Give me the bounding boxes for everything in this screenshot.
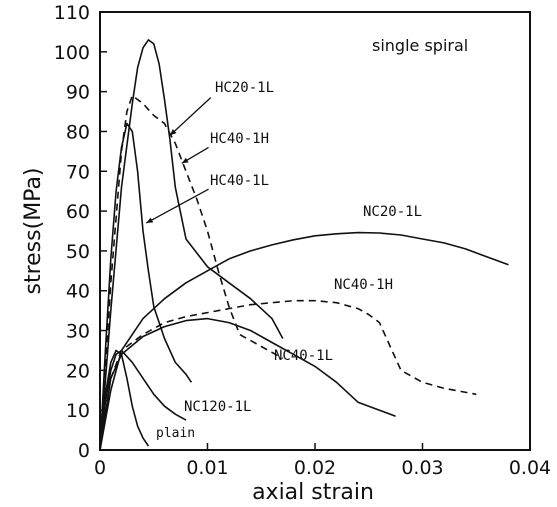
x-tick-label: 0 — [94, 457, 106, 479]
hc20-1l-arrowhead — [169, 129, 177, 136]
series-line-nc40-1l — [99, 317, 396, 451]
label-plain: plain — [156, 426, 195, 441]
ticks-group: 0 0.01 0.02 0.03 0.04 0 10 20 30 40 50 60 70 80 90 100 1… — [54, 2, 551, 479]
label-nc40-1h: NC40-1H — [334, 277, 393, 293]
y-tick-label: 40 — [66, 281, 90, 303]
x-tick-label: 0.03 — [401, 457, 443, 479]
y-tick-label: 110 — [54, 2, 90, 24]
label-nc40-1l: NC40-1L — [274, 348, 333, 364]
label-hc40-1l: HC40-1L — [210, 173, 269, 189]
series-line-hc40-1h — [99, 94, 284, 451]
y-tick-label: 30 — [66, 321, 90, 343]
series-line-nc40-1h — [99, 299, 477, 451]
plot-frame-group — [99, 11, 531, 451]
annotations-group — [145, 97, 212, 224]
hc40-1h-arrowhead — [181, 157, 189, 164]
label-nc120-1l: NC120-1L — [184, 399, 251, 415]
label-nc20-1l: NC20-1L — [363, 204, 422, 220]
x-tick-label: 0.01 — [186, 457, 228, 479]
annotation-labels: HC20-1L HC40-1H HC40-1L NC20-1L NC40-1H … — [156, 80, 422, 441]
series-group — [99, 39, 509, 451]
series-line-plain — [99, 349, 150, 451]
hc20-1l-leader — [169, 97, 212, 136]
y-tick-label: 20 — [66, 360, 90, 382]
x-tick-label: 0.02 — [294, 457, 336, 479]
y-axis-title: stress(MPa) — [21, 167, 46, 294]
hc40-1l-leader — [145, 188, 209, 224]
y-tick-label: 80 — [66, 121, 90, 143]
x-tick-label: 0.04 — [509, 457, 551, 479]
label-hc40-1h: HC40-1H — [210, 131, 269, 147]
label-hc20-1l: HC20-1L — [215, 80, 274, 96]
y-tick-label: 60 — [66, 201, 90, 223]
y-tick-label: 10 — [66, 400, 90, 422]
chart-note: single spiral — [372, 36, 468, 55]
hc40-1l-arrowhead — [146, 217, 154, 223]
series-line-nc20-1l — [99, 231, 509, 451]
y-tick-label: 100 — [54, 42, 90, 64]
y-tick-label: 50 — [66, 241, 90, 263]
series-line-hc20-1l — [99, 39, 284, 451]
y-tick-label: 90 — [66, 82, 90, 104]
plot-frame — [99, 11, 531, 451]
y-tick-label: 0 — [78, 440, 90, 462]
series-line-hc40-1l — [99, 122, 193, 451]
x-axis-title: axial strain — [252, 480, 374, 505]
series-line-nc120-1l — [99, 349, 187, 451]
y-tick-label: 70 — [66, 161, 90, 183]
